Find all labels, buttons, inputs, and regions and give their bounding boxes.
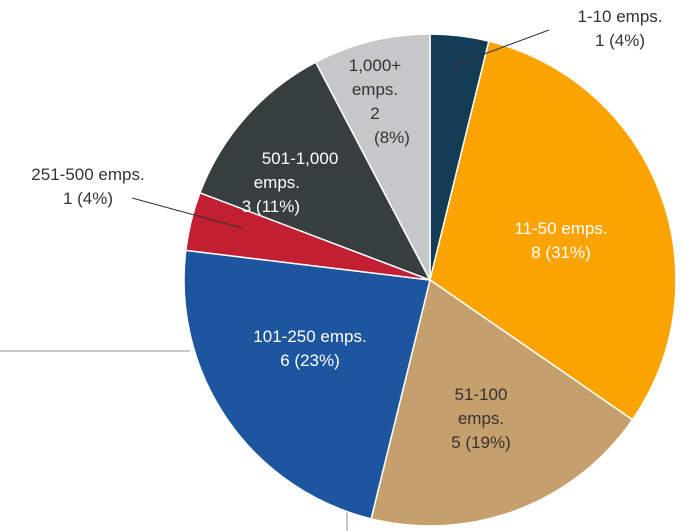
data-labels: 1-10 emps. 1 (4%) 11-50 emps. 8 (31%) 51-100… bbox=[31, 7, 662, 452]
pie-slice bbox=[199, 61, 432, 282]
slice-label: 5 (19%) bbox=[451, 433, 511, 452]
slice-label: 101-250 emps. bbox=[253, 327, 366, 346]
pie-slices bbox=[183, 33, 677, 527]
slice-label: 3 (11%) bbox=[242, 197, 300, 216]
slice-label: 1,000+ bbox=[349, 56, 402, 75]
slice-label: 501-1,000 bbox=[262, 149, 339, 168]
slice-label: emps. bbox=[458, 409, 504, 428]
leader-line bbox=[451, 29, 550, 67]
slice-label: 51-100 bbox=[455, 385, 508, 404]
slice-label: emps. bbox=[352, 80, 398, 99]
slice-label: 1 (4%) bbox=[63, 189, 113, 208]
leader-line bbox=[131, 197, 243, 229]
pie-slice bbox=[370, 278, 634, 527]
slice-label: 11-50 emps. bbox=[514, 219, 607, 238]
pie-slice bbox=[183, 249, 431, 520]
slice-label: 1 (4%) bbox=[595, 31, 645, 50]
slice-label: (8%) bbox=[374, 128, 410, 147]
pie-slice bbox=[429, 40, 677, 421]
slice-label: 2 bbox=[370, 104, 379, 123]
slice-label: 1-10 emps. bbox=[577, 7, 662, 26]
slice-label: 8 (31%) bbox=[531, 243, 591, 262]
slice-label: 6 (23%) bbox=[280, 351, 340, 370]
leader-lines bbox=[131, 29, 550, 229]
slice-label: emps. bbox=[254, 173, 300, 192]
pie-slice bbox=[314, 33, 431, 281]
slice-label: 251-500 emps. bbox=[31, 165, 144, 184]
